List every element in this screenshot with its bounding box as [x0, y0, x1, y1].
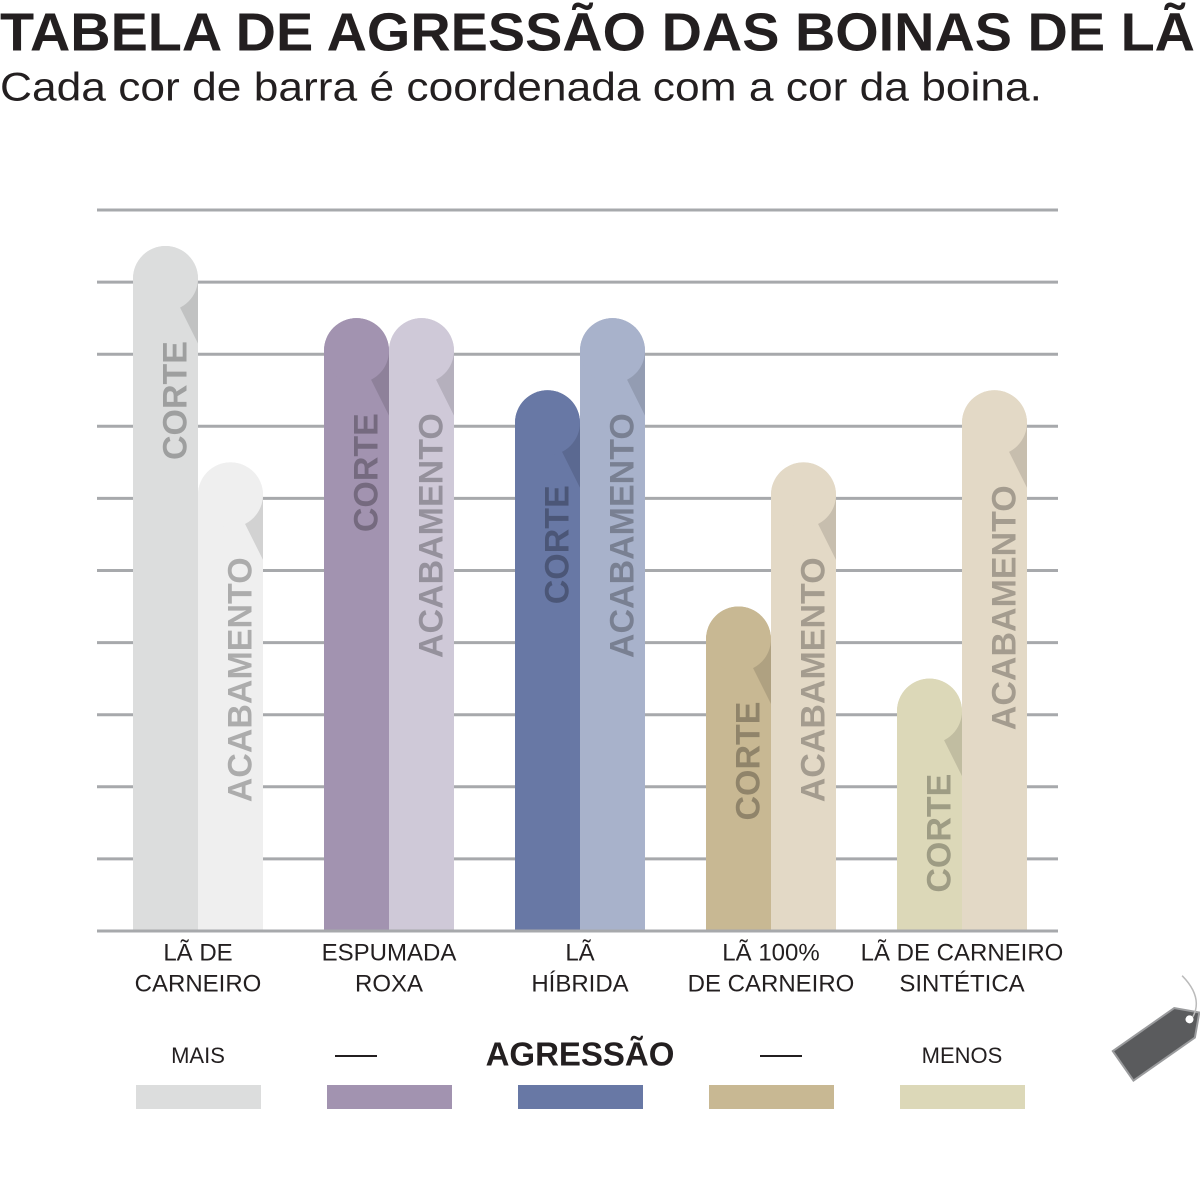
bar	[389, 318, 454, 931]
bar-series-label: ACABAMENTO	[985, 485, 1023, 730]
chart-title: TABELA DE AGRESSÃO DAS BOINAS DE LÃ	[0, 2, 1195, 62]
bar-cap	[389, 318, 454, 384]
x-tick-label: CARNEIRO	[135, 970, 262, 997]
bar	[580, 318, 645, 931]
bar	[706, 606, 771, 931]
bar	[198, 462, 263, 931]
bar-series-label: CORTE	[347, 413, 385, 532]
bar	[962, 390, 1027, 931]
bar-series-label: ACABAMENTO	[221, 557, 259, 802]
bar-series-label: CORTE	[729, 702, 767, 821]
bar-cap	[897, 678, 962, 744]
bar-series-label: ACABAMENTO	[603, 413, 641, 658]
bar	[515, 390, 580, 931]
legend-swatch	[900, 1085, 1025, 1109]
bar-cap	[962, 390, 1027, 456]
bar-series-label: ACABAMENTO	[794, 557, 832, 802]
x-tick-label: LÃ DE CARNEIRO	[861, 939, 1064, 966]
bar-cap	[515, 390, 580, 456]
legend-swatch	[518, 1085, 643, 1109]
bar-series-label: ACABAMENTO	[412, 413, 450, 658]
bar	[324, 318, 389, 931]
bar-series-label: CORTE	[920, 774, 958, 893]
x-tick-label: LÃ	[565, 939, 594, 966]
bar-series-label: CORTE	[538, 485, 576, 604]
bar-cap	[324, 318, 389, 384]
legend-swatch	[136, 1085, 261, 1109]
bar	[771, 462, 836, 931]
legend-swatch	[709, 1085, 834, 1109]
scale-low-label: MAIS	[171, 1043, 225, 1068]
scale-high-label: MENOS	[922, 1043, 1003, 1068]
bar-cap	[706, 606, 771, 672]
x-tick-label: HÍBRIDA	[531, 970, 628, 997]
bar-cap	[198, 462, 263, 528]
bar	[897, 678, 962, 931]
legend-swatch	[327, 1085, 452, 1109]
x-tick-label: LÃ DE	[163, 939, 232, 966]
x-tick-label: ROXA	[355, 970, 423, 997]
chart-subtitle: Cada cor de barra é coordenada com a cor…	[0, 66, 1042, 110]
bar-series-label: CORTE	[156, 341, 194, 460]
bar-cap	[133, 246, 198, 312]
bar	[133, 246, 198, 932]
scale-title: AGRESSÃO	[486, 1036, 675, 1073]
x-tick-label: LÃ 100%	[722, 939, 819, 966]
bar-cap	[580, 318, 645, 384]
x-tick-label: SINTÉTICA	[899, 970, 1024, 997]
bar-cap	[771, 462, 836, 528]
x-tick-label: DE CARNEIRO	[688, 970, 855, 997]
logo-tag	[1111, 975, 1200, 1082]
x-tick-label: ESPUMADA	[322, 939, 457, 966]
